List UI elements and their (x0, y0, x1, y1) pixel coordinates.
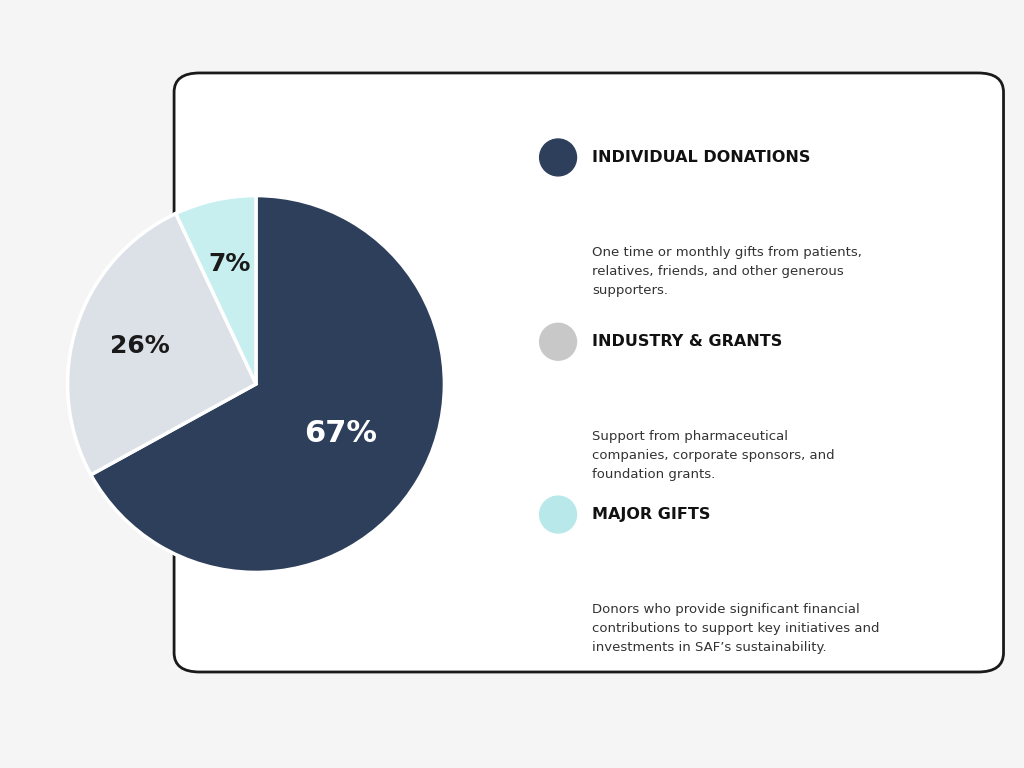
Text: INDIVIDUAL DONATIONS: INDIVIDUAL DONATIONS (592, 150, 810, 165)
Wedge shape (68, 214, 256, 475)
Text: Donors who provide significant financial
contributions to support key initiative: Donors who provide significant financial… (592, 603, 880, 654)
Text: INDUSTRY & GRANTS: INDUSTRY & GRANTS (592, 334, 782, 349)
Text: 67%: 67% (304, 419, 377, 449)
Ellipse shape (540, 139, 577, 176)
FancyBboxPatch shape (174, 73, 1004, 672)
Text: 7%: 7% (208, 253, 251, 276)
Wedge shape (176, 196, 256, 384)
Text: One time or monthly gifts from patients,
relatives, friends, and other generous
: One time or monthly gifts from patients,… (592, 246, 862, 296)
Text: MAJOR GIFTS: MAJOR GIFTS (592, 507, 711, 522)
Ellipse shape (540, 323, 577, 360)
Wedge shape (91, 196, 444, 572)
Text: Support from pharmaceutical
companies, corporate sponsors, and
foundation grants: Support from pharmaceutical companies, c… (592, 430, 835, 481)
Ellipse shape (540, 496, 577, 533)
Text: 26%: 26% (110, 334, 169, 358)
